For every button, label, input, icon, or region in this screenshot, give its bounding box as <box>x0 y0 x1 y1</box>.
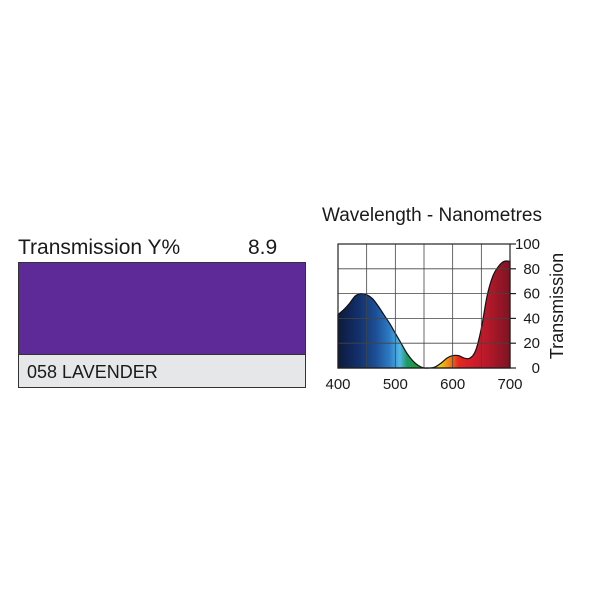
transmission-label: Transmission Y% <box>18 236 181 259</box>
x-tick-label: 400 <box>325 376 350 393</box>
y-tick-label: 0 <box>532 360 540 377</box>
y-tick-label: 20 <box>523 335 540 352</box>
y-tick-label: 40 <box>523 310 540 327</box>
x-tick-label: 700 <box>497 376 522 393</box>
transmission-value: 8.9 <box>248 236 278 259</box>
y-axis-label: Transmission <box>547 253 567 359</box>
transmission-chart: 0 20 40 60 80 100 400 500 600 700 Transmission <box>325 236 567 393</box>
plot-frame <box>337 243 511 369</box>
y-tick-label: 100 <box>515 236 540 253</box>
x-tick-label: 600 <box>440 376 465 393</box>
filter-color-block <box>19 263 305 355</box>
x-tick-label: 500 <box>383 376 408 393</box>
y-tick-label: 80 <box>523 261 540 278</box>
chart-title: Wavelength - Nanometres <box>322 205 543 226</box>
filter-swatch: 058 LAVENDER <box>18 262 306 388</box>
filter-name: 058 LAVENDER <box>19 355 305 387</box>
y-tick-label: 60 <box>523 286 540 303</box>
